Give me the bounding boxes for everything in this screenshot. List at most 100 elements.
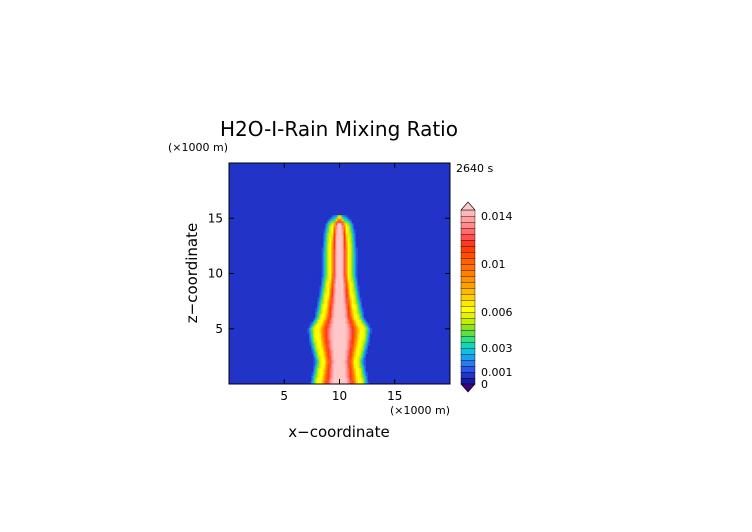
heatmap-cell	[329, 299, 332, 302]
heatmap-cell	[351, 341, 354, 345]
heatmap-cell	[321, 233, 324, 236]
heatmap-cell	[333, 363, 336, 367]
heatmap-cell	[333, 359, 336, 363]
heatmap-cell	[345, 273, 348, 276]
heatmap-cell	[357, 281, 360, 284]
heatmap-cell	[331, 343, 334, 347]
heatmap-cell	[341, 319, 344, 323]
heatmap-cell	[339, 223, 342, 226]
heatmap-cell	[323, 311, 326, 314]
heatmap-cell	[321, 247, 324, 250]
heatmap-cell	[329, 285, 332, 288]
heatmap-cell	[315, 283, 318, 286]
heatmap-cell	[307, 293, 310, 296]
heatmap-cell	[353, 367, 356, 371]
heatmap-cell	[345, 229, 348, 232]
heatmap-cell	[327, 221, 330, 224]
heatmap-cell	[339, 311, 342, 314]
heatmap-cell	[329, 369, 332, 373]
heatmap-cell	[323, 253, 326, 256]
heatmap-cell	[361, 337, 364, 341]
heatmap-cell	[331, 239, 334, 242]
heatmap-cell	[353, 351, 356, 355]
heatmap-cell	[335, 367, 338, 371]
x-tick-label: 5	[280, 389, 288, 403]
heatmap-cell	[353, 293, 356, 296]
heatmap-cell	[317, 311, 320, 314]
heatmap-cell	[341, 371, 344, 375]
heatmap-cell	[355, 291, 358, 294]
heatmap-cell	[337, 229, 340, 232]
heatmap-cell	[355, 273, 358, 276]
heatmap-cell	[367, 291, 370, 294]
heatmap-cell	[325, 291, 328, 294]
heatmap-cell	[351, 337, 354, 341]
heatmap-cell	[353, 223, 356, 226]
heatmap-cell	[319, 357, 322, 361]
heatmap-cell	[351, 347, 354, 351]
heatmap-cell	[357, 365, 360, 369]
heatmap-cell	[327, 343, 330, 347]
heatmap-cell	[359, 365, 362, 369]
heatmap-cell	[335, 377, 338, 381]
heatmap-cell	[331, 309, 334, 312]
heatmap-cell	[351, 327, 354, 331]
heatmap-cell	[323, 345, 326, 349]
heatmap-cell	[319, 379, 322, 383]
heatmap-cell	[351, 297, 354, 300]
heatmap-cell	[331, 281, 334, 284]
heatmap-cell	[347, 251, 350, 254]
heatmap-cell	[337, 361, 340, 365]
heatmap-cell	[343, 341, 346, 345]
heatmap-cell	[337, 327, 340, 331]
heatmap-cell	[319, 329, 322, 333]
heatmap-cell	[345, 361, 348, 365]
heatmap-cell	[327, 353, 330, 357]
heatmap-cell	[323, 245, 326, 248]
heatmap-cell	[351, 323, 354, 327]
heatmap-cell	[367, 321, 370, 325]
heatmap-cell	[313, 299, 316, 302]
heatmap-cell	[341, 309, 344, 312]
heatmap-cell	[337, 359, 340, 363]
heatmap-cell	[335, 331, 338, 335]
heatmap-cell	[339, 331, 342, 335]
heatmap-cell	[327, 367, 330, 371]
heatmap-cell	[315, 327, 318, 331]
heatmap-cell	[361, 321, 364, 325]
heatmap-cell	[351, 275, 354, 278]
colorbar-bin	[460, 323, 476, 331]
heatmap-cell	[321, 259, 324, 262]
heatmap-cell	[335, 273, 338, 276]
heatmap-cell	[337, 311, 340, 314]
heatmap-cell	[347, 359, 350, 363]
heatmap-cell	[351, 283, 354, 286]
heatmap-cell	[357, 339, 360, 343]
heatmap-cell	[337, 281, 340, 284]
heatmap-cell	[359, 315, 362, 318]
heatmap-cell	[327, 251, 330, 254]
heatmap-cell	[321, 335, 324, 339]
heatmap-cell	[327, 373, 330, 377]
heatmap-cell	[341, 351, 344, 355]
heatmap-cell	[321, 287, 324, 290]
heatmap-cell	[353, 365, 356, 369]
heatmap-cell	[363, 289, 366, 292]
heatmap-cell	[353, 321, 356, 325]
heatmap-cell	[327, 259, 330, 262]
heatmap-cell	[339, 215, 342, 218]
heatmap-cell	[345, 253, 348, 256]
heatmap-cell	[333, 245, 336, 248]
heatmap-cell	[315, 323, 318, 327]
heatmap-cell	[307, 303, 310, 306]
heatmap-cell	[339, 369, 342, 373]
heatmap-cell	[333, 327, 336, 331]
heatmap-cell	[323, 313, 326, 316]
heatmap-cell	[349, 251, 352, 254]
heatmap-cell	[309, 323, 312, 327]
heatmap-cell	[339, 237, 342, 240]
heatmap-cell	[325, 365, 328, 369]
heatmap-cell	[323, 291, 326, 294]
colorbar-bin	[460, 329, 476, 337]
heatmap-cell	[325, 327, 328, 331]
